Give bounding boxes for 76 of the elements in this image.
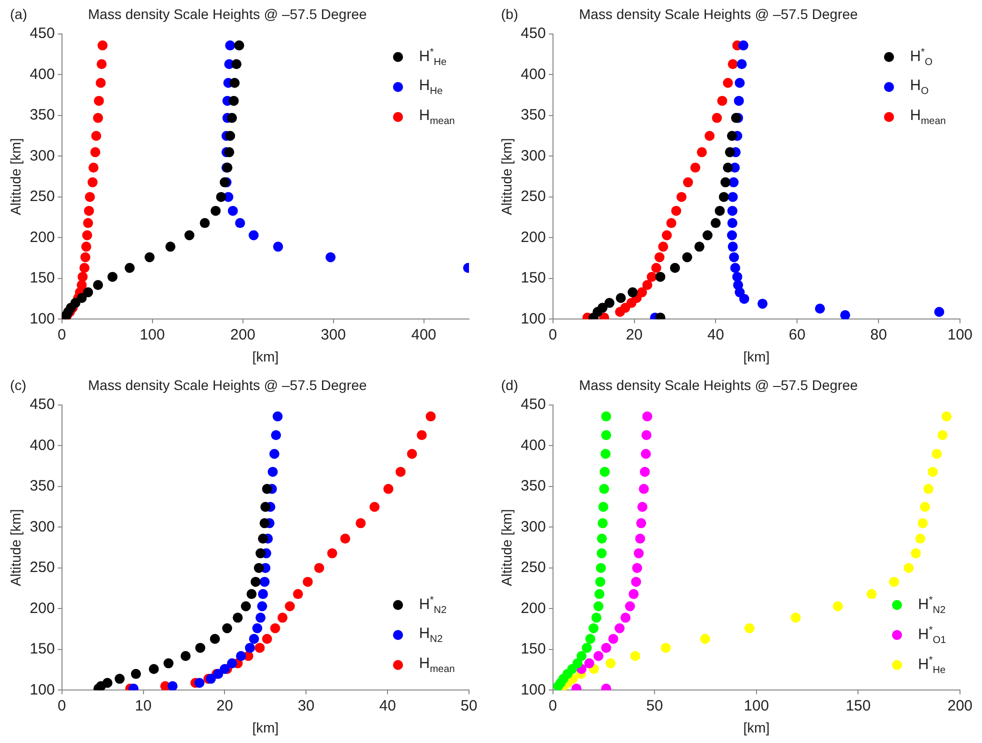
x-axis-title: [km] xyxy=(743,348,770,364)
chart-title: Mass density Scale Heights @ –57.5 Degree xyxy=(579,6,858,22)
x-tick-label: 200 xyxy=(230,326,256,344)
chart-title: Mass density Scale Heights @ –57.5 Degree xyxy=(579,377,858,393)
x-tick-label: 10 xyxy=(134,697,152,714)
x-axis-title: [km] xyxy=(743,719,770,736)
text: (c) xyxy=(10,377,26,393)
y-axis-title: Altitude [km] xyxy=(498,509,514,586)
x-tick-label: 30 xyxy=(298,697,314,714)
x-tick-label: 200 xyxy=(947,697,973,714)
y-tick-label: 250 xyxy=(30,188,55,206)
text: (a) xyxy=(10,6,28,22)
y-tick-label: 350 xyxy=(520,478,546,495)
x-tick-label: 20 xyxy=(626,326,643,344)
y-tick-label: 450 xyxy=(30,25,55,42)
x-tick-label: 0 xyxy=(58,697,66,714)
y-tick-label: 350 xyxy=(30,106,55,124)
y-tick-label: 250 xyxy=(520,188,546,206)
y-tick-label: 250 xyxy=(30,559,55,576)
y-tick-label: 100 xyxy=(30,681,55,698)
x-tick-label: 100 xyxy=(744,697,769,714)
y-tick-label: 150 xyxy=(520,640,546,658)
x-tick-label: 80 xyxy=(870,326,887,344)
y-tick-label: 100 xyxy=(520,681,546,698)
y-axis-title: Altitude [km] xyxy=(498,138,514,216)
y-tick-label: 400 xyxy=(520,436,546,454)
y-tick-label: 200 xyxy=(520,600,546,617)
x-tick-label: 0 xyxy=(58,326,66,344)
x-tick-label: 0 xyxy=(548,697,557,714)
x-tick-label: 300 xyxy=(320,326,346,344)
x-tick-label: 40 xyxy=(707,326,724,344)
x-tick-label: 40 xyxy=(379,697,396,714)
x-tick-label: 0 xyxy=(548,326,557,344)
y-tick-label: 400 xyxy=(520,66,546,83)
y-tick-label: 150 xyxy=(520,270,546,287)
legend-label: H$_{mean}$ xyxy=(419,655,455,676)
y-tick-label: 150 xyxy=(30,640,55,658)
y-tick-label: 250 xyxy=(520,559,546,576)
y-axis-title: Altitude [km] xyxy=(7,138,24,216)
y-tick-label: 300 xyxy=(30,147,55,164)
x-tick-label: 100 xyxy=(140,326,165,344)
y-tick-label: 450 xyxy=(30,396,55,414)
legend-label: H$_{He}$ xyxy=(419,77,443,97)
y-tick-label: 300 xyxy=(30,518,55,536)
y-tick-label: 400 xyxy=(30,436,55,454)
y-tick-label: 300 xyxy=(520,147,546,164)
text: (d) xyxy=(501,377,518,393)
chart-title: Mass density Scale Heights @ –57.5 Degree xyxy=(88,6,367,22)
legend-label: H$_{O}$ xyxy=(910,77,929,97)
x-tick-label: 400 xyxy=(411,326,436,344)
y-tick-label: 300 xyxy=(520,518,546,536)
chart-title: Mass density Scale Heights @ –57.5 Degree xyxy=(88,377,367,393)
y-axis-title: Altitude [km] xyxy=(7,509,24,586)
x-tick-label: 150 xyxy=(846,697,871,714)
y-tick-label: 200 xyxy=(30,600,55,617)
text: (b) xyxy=(501,6,518,22)
y-tick-label: 350 xyxy=(30,478,55,495)
legend-label: H$_{mean}$ xyxy=(419,107,455,127)
x-axis-title: [km] xyxy=(252,719,279,736)
y-tick-label: 450 xyxy=(520,25,546,42)
y-tick-label: 400 xyxy=(30,66,55,83)
x-tick-label: 50 xyxy=(460,697,478,714)
legend-label: H$_{mean}$ xyxy=(910,107,946,127)
y-tick-label: 350 xyxy=(520,106,546,124)
y-tick-label: 200 xyxy=(520,228,546,246)
x-tick-label: 50 xyxy=(646,697,663,714)
y-tick-label: 150 xyxy=(30,270,55,287)
y-tick-label: 200 xyxy=(30,228,55,246)
x-tick-label: 20 xyxy=(216,697,234,714)
x-axis-title: [km] xyxy=(252,348,279,364)
x-tick-label: 60 xyxy=(788,326,806,344)
y-tick-label: 450 xyxy=(520,396,546,414)
y-tick-label: 100 xyxy=(30,310,55,328)
legend-label: H$_{N2}$ xyxy=(419,625,443,646)
y-tick-label: 100 xyxy=(520,310,546,328)
x-tick-label: 100 xyxy=(947,326,973,344)
